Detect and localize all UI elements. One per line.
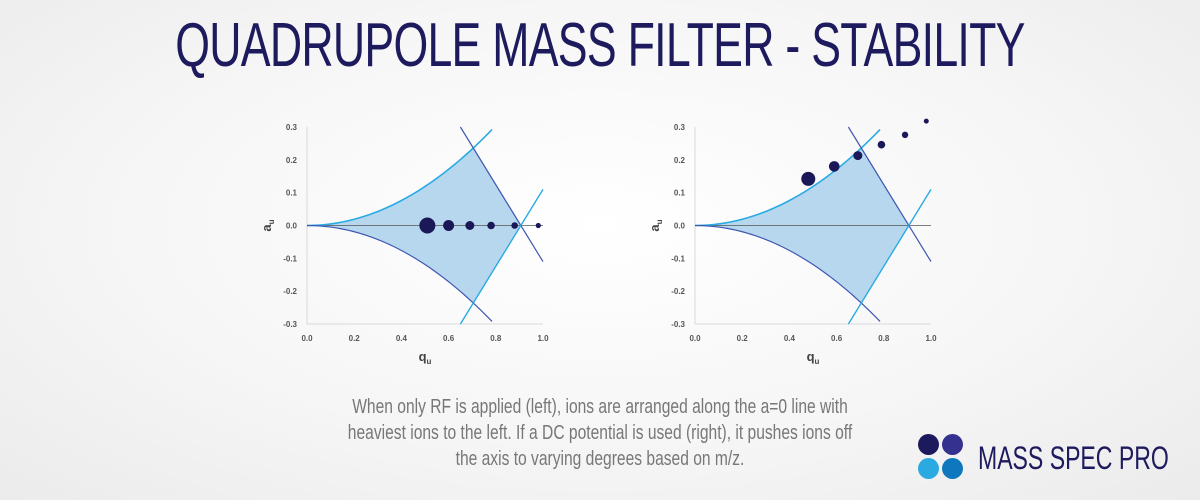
y-tick-label: 0.3 [286,123,298,132]
x-tick-label: 0.8 [490,334,502,343]
x-tick-label: 1.0 [537,334,549,343]
caption-line: When only RF is applied (left), ions are… [352,396,848,418]
ion-data-point [465,221,475,230]
ion-data-point [443,220,455,231]
x-tick-label: 0.4 [784,334,796,343]
ion-data-point [828,161,840,172]
y-tick-label: 0.1 [674,189,686,198]
mass-spec-pro-logo: MASS SPEC PRO [918,434,1188,484]
y-axis-label: au [259,219,276,231]
y-tick-label: 0.2 [674,156,686,165]
x-tick-label: 0.2 [349,334,361,343]
stability-chart-rf-only: 0.3 0.2 0.1 0.0 -0.1 -0.2 -0.3 0.0 0.2 0.4 0.6 0.8 1… [259,110,560,370]
ion-data-point [923,118,929,124]
x-axis-label: qu [807,349,820,366]
logo-text: MASS SPEC PRO [978,440,1169,476]
y-tick-label: 0.0 [286,222,298,231]
ion-data-point [853,151,863,161]
caption-line: heaviest ions to the left. If a DC poten… [347,422,853,444]
logo-dots-icon [918,434,966,482]
y-tick-label: -0.2 [671,287,685,296]
x-tick-label: 0.6 [831,334,843,343]
ion-data-point [535,222,541,229]
ion-data-point [877,140,886,149]
y-tick-label: 0.1 [286,189,298,198]
x-tick-label: 0.8 [878,334,890,343]
x-axis-label: qu [419,349,432,366]
right-boundary-light [459,189,544,325]
y-tick-label: -0.3 [671,320,685,329]
logo-dot [942,434,963,455]
x-tick-label: 0.4 [396,334,408,343]
x-tick-label: 0.6 [443,334,455,343]
x-tick-label: 0.0 [301,334,313,343]
y-tick-label: 0.0 [674,222,686,231]
y-tick-label: -0.2 [283,287,297,296]
ion-data-point [487,221,495,230]
logo-dot [918,458,939,479]
right-boundary-dark [847,126,932,262]
upper-boundary [306,128,493,227]
logo-dot [942,458,963,479]
y-tick-label: -0.3 [283,320,297,329]
ion-data-point [419,217,436,234]
ion-data-point [801,171,816,186]
logo-dot [918,434,939,455]
lower-boundary [306,224,493,322]
chart-svg: 0.3 0.2 0.1 0.0 -0.1 -0.2 -0.3 0.0 0.2 0.4 0.6 0.8 1… [647,118,937,366]
y-axis-label: au [647,219,664,231]
caption-line: the axis to varying degrees based on m/z… [455,448,745,470]
x-tick-label: 0.0 [689,334,701,343]
caption: When only RF is applied (left), ions are… [327,394,873,472]
chart-svg: 0.3 0.2 0.1 0.0 -0.1 -0.2 -0.3 0.0 0.2 0.4 0.6 0.8 1… [259,123,549,366]
right-boundary-light [847,189,932,325]
upper-boundary [694,128,881,227]
right-boundary-dark [459,126,544,262]
y-tick-label: 0.3 [674,123,686,132]
x-tick-label: 0.2 [737,334,749,343]
ion-data-point [511,222,518,229]
ion-data-point [901,131,909,139]
y-tick-label: -0.1 [283,254,297,263]
y-tick-label: 0.2 [286,156,298,165]
stability-chart-rf-dc: 0.3 0.2 0.1 0.0 -0.1 -0.2 -0.3 0.0 0.2 0.4 0.6 0.8 1… [647,110,948,370]
y-tick-label: -0.1 [671,254,685,263]
page-title: QUADRUPOLE MASS FILTER - STABILITY [175,11,1025,80]
lower-boundary [694,224,881,322]
x-tick-label: 1.0 [925,334,937,343]
